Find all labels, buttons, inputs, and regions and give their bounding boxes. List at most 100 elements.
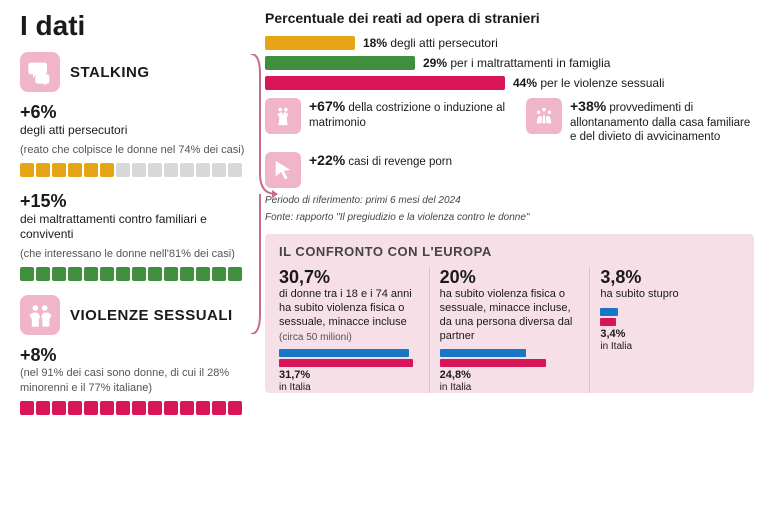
europe-title: IL CONFRONTO CON L'EUROPA — [279, 244, 740, 259]
square-cell — [52, 163, 66, 177]
group-icon — [526, 98, 562, 134]
europe-columns: 30,7%di donne tra i 18 e i 74 anni ha su… — [279, 267, 740, 393]
square-cell — [148, 267, 162, 281]
square-cell — [116, 401, 130, 415]
square-cell — [164, 401, 178, 415]
square-cell — [20, 401, 34, 415]
europe-bar-eu — [279, 349, 409, 357]
square-cell — [228, 267, 242, 281]
square-cell — [132, 163, 146, 177]
left-column: I dati STALKING +6% degli atti persecuto… — [0, 0, 255, 516]
hbar — [265, 36, 355, 50]
hbar-group: 18% degli atti persecutori 29% per i malt… — [265, 36, 754, 90]
square-cell — [212, 163, 226, 177]
square-cell — [68, 267, 82, 281]
square-cell — [228, 163, 242, 177]
hbar-label: 29% per i maltrattamenti in famiglia — [423, 56, 610, 70]
square-cell — [164, 267, 178, 281]
hbar — [265, 56, 415, 70]
stat-revenge: +22% casi di revenge porn — [265, 152, 452, 188]
square-cell — [68, 163, 82, 177]
europe-desc: di donne tra i 18 e i 74 anni ha subito … — [279, 288, 419, 329]
stalking-stat-2: +15% dei maltrattamenti contro familiari… — [20, 191, 245, 281]
square-cell — [196, 267, 210, 281]
foreign-crimes-title: Percentuale dei reati ad opera di strani… — [265, 10, 754, 26]
hbar-label: 18% degli atti persecutori — [363, 36, 498, 50]
hbar-row: 29% per i maltrattamenti in famiglia — [265, 56, 754, 70]
stalking-stat-1: +6% degli atti persecutori (reato che co… — [20, 102, 245, 177]
square-cell — [100, 163, 114, 177]
stat-away: +38% provvedimenti di allontanamento dal… — [526, 98, 754, 144]
square-cell — [148, 163, 162, 177]
square-cell — [52, 401, 66, 415]
hbar-label: 44% per le violenze sessuali — [513, 76, 664, 90]
europe-pct: 20% — [440, 267, 580, 288]
europe-bars — [440, 349, 580, 367]
square-cell — [148, 401, 162, 415]
europe-bars — [279, 349, 419, 367]
europe-box: IL CONFRONTO CON L'EUROPA 30,7%di donne … — [265, 234, 754, 393]
hbar-row: 44% per le violenze sessuali — [265, 76, 754, 90]
square-cell — [36, 267, 50, 281]
violenze-stat-1: +8% (nel 91% dei casi sono donne, di cui… — [20, 345, 245, 415]
square-cell — [68, 401, 82, 415]
europe-desc: ha subito stupro — [600, 288, 740, 302]
square-cell — [100, 267, 114, 281]
square-cell — [20, 267, 34, 281]
square-cell — [132, 401, 146, 415]
square-cell — [100, 401, 114, 415]
stalking-title: STALKING — [70, 64, 150, 81]
stats-row-1: +67% della costrizione o induzione al ma… — [265, 98, 754, 144]
europe-bar-it — [279, 359, 413, 367]
europe-bars — [600, 308, 740, 326]
europe-col: 20%ha subito violenza fisica o sessuale,… — [429, 267, 580, 393]
violenze-header: VIOLENZE SESSUALI — [20, 295, 245, 335]
europe-col: 30,7%di donne tra i 18 e i 74 anni ha su… — [279, 267, 419, 393]
violenze-title: VIOLENZE SESSUALI — [70, 307, 233, 324]
square-cell — [164, 163, 178, 177]
europe-bar-it — [440, 359, 546, 367]
square-cell — [180, 267, 194, 281]
page-title: I dati — [20, 10, 245, 42]
square-cell — [36, 163, 50, 177]
square-cell — [196, 401, 210, 415]
europe-desc: ha subito violenza fisica o sessuale, mi… — [440, 288, 580, 343]
right-column: Percentuale dei reati ad opera di strani… — [255, 0, 774, 516]
square-cell — [52, 267, 66, 281]
marriage-icon — [265, 98, 301, 134]
europe-bar-eu — [440, 349, 526, 357]
europe-italy-label: 3,4%in Italia — [600, 328, 740, 352]
square-cell — [196, 163, 210, 177]
square-cell — [20, 163, 34, 177]
squares-row-1 — [20, 163, 245, 177]
europe-col: 3,8%ha subito stupro 3,4%in Italia — [589, 267, 740, 393]
hbar — [265, 76, 505, 90]
europe-pct: 3,8% — [600, 267, 740, 288]
europe-italy-label: 24,8%in Italia — [440, 369, 580, 393]
square-cell — [116, 163, 130, 177]
couple-icon — [20, 295, 60, 335]
cursor-icon — [265, 152, 301, 188]
europe-bar-it — [600, 318, 616, 326]
square-cell — [116, 267, 130, 281]
europe-sub: (circa 50 milioni) — [279, 332, 419, 343]
europe-bar-eu — [600, 308, 618, 316]
square-cell — [84, 401, 98, 415]
square-cell — [36, 401, 50, 415]
speech-bubbles-icon — [20, 52, 60, 92]
footnote-source: Fonte: rapporto "Il pregiudizio e la vio… — [265, 211, 754, 224]
square-cell — [180, 163, 194, 177]
square-cell — [212, 401, 226, 415]
hbar-row: 18% degli atti persecutori — [265, 36, 754, 50]
footnote-period: Periodo di riferimento: primi 6 mesi del… — [265, 194, 754, 207]
square-cell — [228, 401, 242, 415]
stalking-header: STALKING — [20, 52, 245, 92]
squares-row-2 — [20, 267, 245, 281]
europe-pct: 30,7% — [279, 267, 419, 288]
square-cell — [132, 267, 146, 281]
square-cell — [84, 267, 98, 281]
europe-italy-label: 31,7%in Italia — [279, 369, 419, 393]
square-cell — [212, 267, 226, 281]
stat-marriage: +67% della costrizione o induzione al ma… — [265, 98, 512, 144]
square-cell — [180, 401, 194, 415]
